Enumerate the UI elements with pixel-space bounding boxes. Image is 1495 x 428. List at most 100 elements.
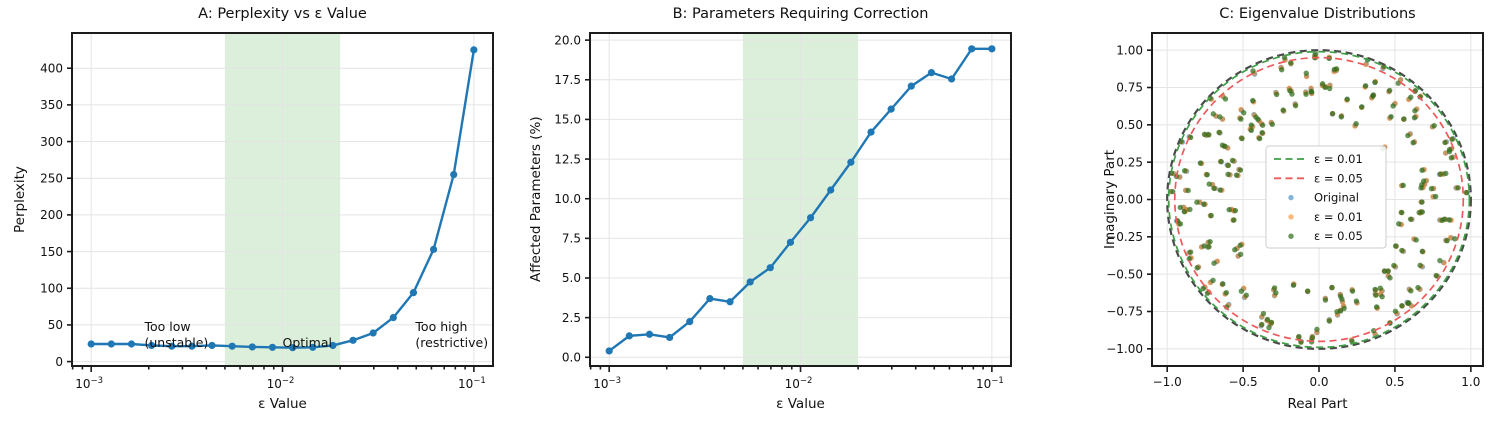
eigenvalue-point	[1201, 243, 1207, 249]
eigenvalue-point	[1222, 96, 1229, 102]
eigenvalue-point	[1292, 102, 1299, 109]
eigenvalue-point	[1441, 216, 1447, 222]
eigenvalue-point	[1341, 305, 1347, 312]
legend-dot-sample	[1288, 194, 1294, 201]
data-point	[706, 295, 714, 303]
eigenvalue-point	[1309, 335, 1316, 341]
panel-b-xlabel: ε Value	[776, 396, 825, 412]
eigenvalue-point	[1329, 110, 1336, 117]
y-tick-label: −0.25	[1106, 230, 1143, 244]
data-point	[429, 245, 438, 253]
data-point	[786, 238, 795, 246]
eigenvalue-point	[1326, 318, 1333, 324]
data-point	[806, 214, 815, 222]
eigenvalue-point	[1399, 209, 1405, 216]
y-tick-label: −0.75	[1106, 305, 1143, 319]
eigenvalue-point	[1280, 107, 1286, 113]
eigenvalue-point	[1207, 238, 1213, 245]
eigenvalue-point	[1415, 284, 1421, 291]
eigenvalue-point	[1444, 237, 1450, 244]
eigenvalue-point	[1322, 84, 1328, 90]
eigenvalue-point	[1372, 79, 1378, 85]
eigenvalue-point	[1455, 185, 1461, 191]
data-point	[107, 340, 115, 348]
x-tick-label: −0.5	[1229, 375, 1258, 389]
eigenvalue-point	[1217, 114, 1223, 120]
eigenvalue-point	[1226, 207, 1232, 213]
data-point	[309, 343, 317, 351]
y-tick-label: 400	[40, 61, 63, 75]
data-point	[148, 341, 156, 350]
eigenvalue-point	[1412, 108, 1418, 114]
eigenvalue-point	[1259, 129, 1265, 136]
eigenvalue-point	[1406, 300, 1412, 306]
eigenvalue-point	[1442, 139, 1448, 146]
eigenvalue-point	[1296, 334, 1302, 340]
data-point	[645, 330, 654, 338]
eigenvalue-point	[1250, 68, 1256, 74]
data-point	[208, 341, 216, 350]
eigenvalue-point	[1392, 243, 1399, 249]
eigenvalue-point	[1441, 260, 1447, 266]
eigenvalue-point	[1170, 188, 1176, 195]
legend-label: ε = 0.05	[1314, 229, 1363, 243]
scatter-series--0-05	[1168, 51, 1470, 345]
x-tick-label: 10−1	[976, 376, 1004, 391]
eigenvalue-point	[1431, 122, 1437, 129]
eigenvalue-point	[1279, 67, 1285, 73]
axis-ticks	[67, 67, 475, 372]
eigenvalue-point	[1416, 209, 1422, 216]
y-tick-label: 2.5	[562, 311, 581, 325]
data-point	[927, 69, 936, 77]
axis-tick-labels: −1.00−0.75−0.50−0.250.000.250.500.751.00…	[1106, 43, 1480, 389]
data-point	[349, 336, 357, 344]
data-point	[409, 289, 418, 297]
eigenvalue-point	[1232, 207, 1239, 214]
eigenvalue-point	[1216, 129, 1222, 136]
legend-dot-sample	[1288, 233, 1294, 239]
eigenvalue-point	[1303, 91, 1309, 97]
eigenvalue-point	[1399, 303, 1405, 309]
eigenvalue-point	[1243, 292, 1249, 298]
circle-eps-0-01	[1167, 50, 1471, 349]
eigenvalue-point	[1446, 217, 1452, 223]
eigenvalue-point	[1194, 265, 1200, 271]
y-tick-label: 0.00	[1116, 193, 1143, 207]
eigenvalue-point	[1211, 185, 1217, 191]
eigenvalue-point	[1233, 172, 1240, 178]
eigenvalue-point	[1222, 143, 1228, 150]
eigenvalue-point	[1206, 132, 1212, 138]
x-tick-label: 10−1	[458, 376, 486, 391]
data-point	[686, 318, 694, 326]
x-tick-label: 10−3	[75, 376, 103, 391]
eigenvalue-point	[1463, 189, 1470, 196]
eigenvalue-point	[1399, 247, 1405, 254]
y-tick-label: 20.0	[554, 33, 581, 47]
y-tick-label: 250	[40, 171, 63, 185]
data-point	[329, 341, 337, 350]
data-point	[867, 128, 875, 136]
eigenvalue-point	[1217, 187, 1223, 193]
eigenvalue-point	[1433, 272, 1439, 279]
y-tick-label: 100	[40, 281, 63, 295]
y-tick-label: 50	[48, 318, 63, 332]
eigenvalue-point	[1314, 326, 1320, 332]
eigenvalue-point	[1204, 171, 1210, 178]
data-point	[988, 45, 996, 53]
x-tick-label: 10−3	[593, 376, 621, 391]
panel-c-chart: ε = 0.01 ε = 0.05 Original ε = 0.01 ε = 0.05…	[1106, 32, 1484, 389]
eigenvalue-point	[1381, 268, 1388, 274]
eigenvalue-point	[1218, 158, 1224, 165]
y-tick-label: 17.5	[554, 73, 581, 87]
y-tick-label: 150	[40, 245, 63, 259]
y-tick-label: 0.25	[1116, 155, 1143, 169]
eigenvalue-point	[1177, 204, 1183, 211]
y-tick-label: 300	[40, 135, 63, 149]
panel-c-ylabel: Imaginary Part	[1102, 149, 1118, 250]
eigenvalue-point	[1448, 155, 1455, 161]
y-tick-label: 10.0	[554, 192, 581, 206]
data-point	[907, 82, 915, 90]
data-point	[968, 45, 976, 53]
eigenvalue-point	[1248, 122, 1254, 128]
eigenvalue-point	[1181, 168, 1188, 174]
